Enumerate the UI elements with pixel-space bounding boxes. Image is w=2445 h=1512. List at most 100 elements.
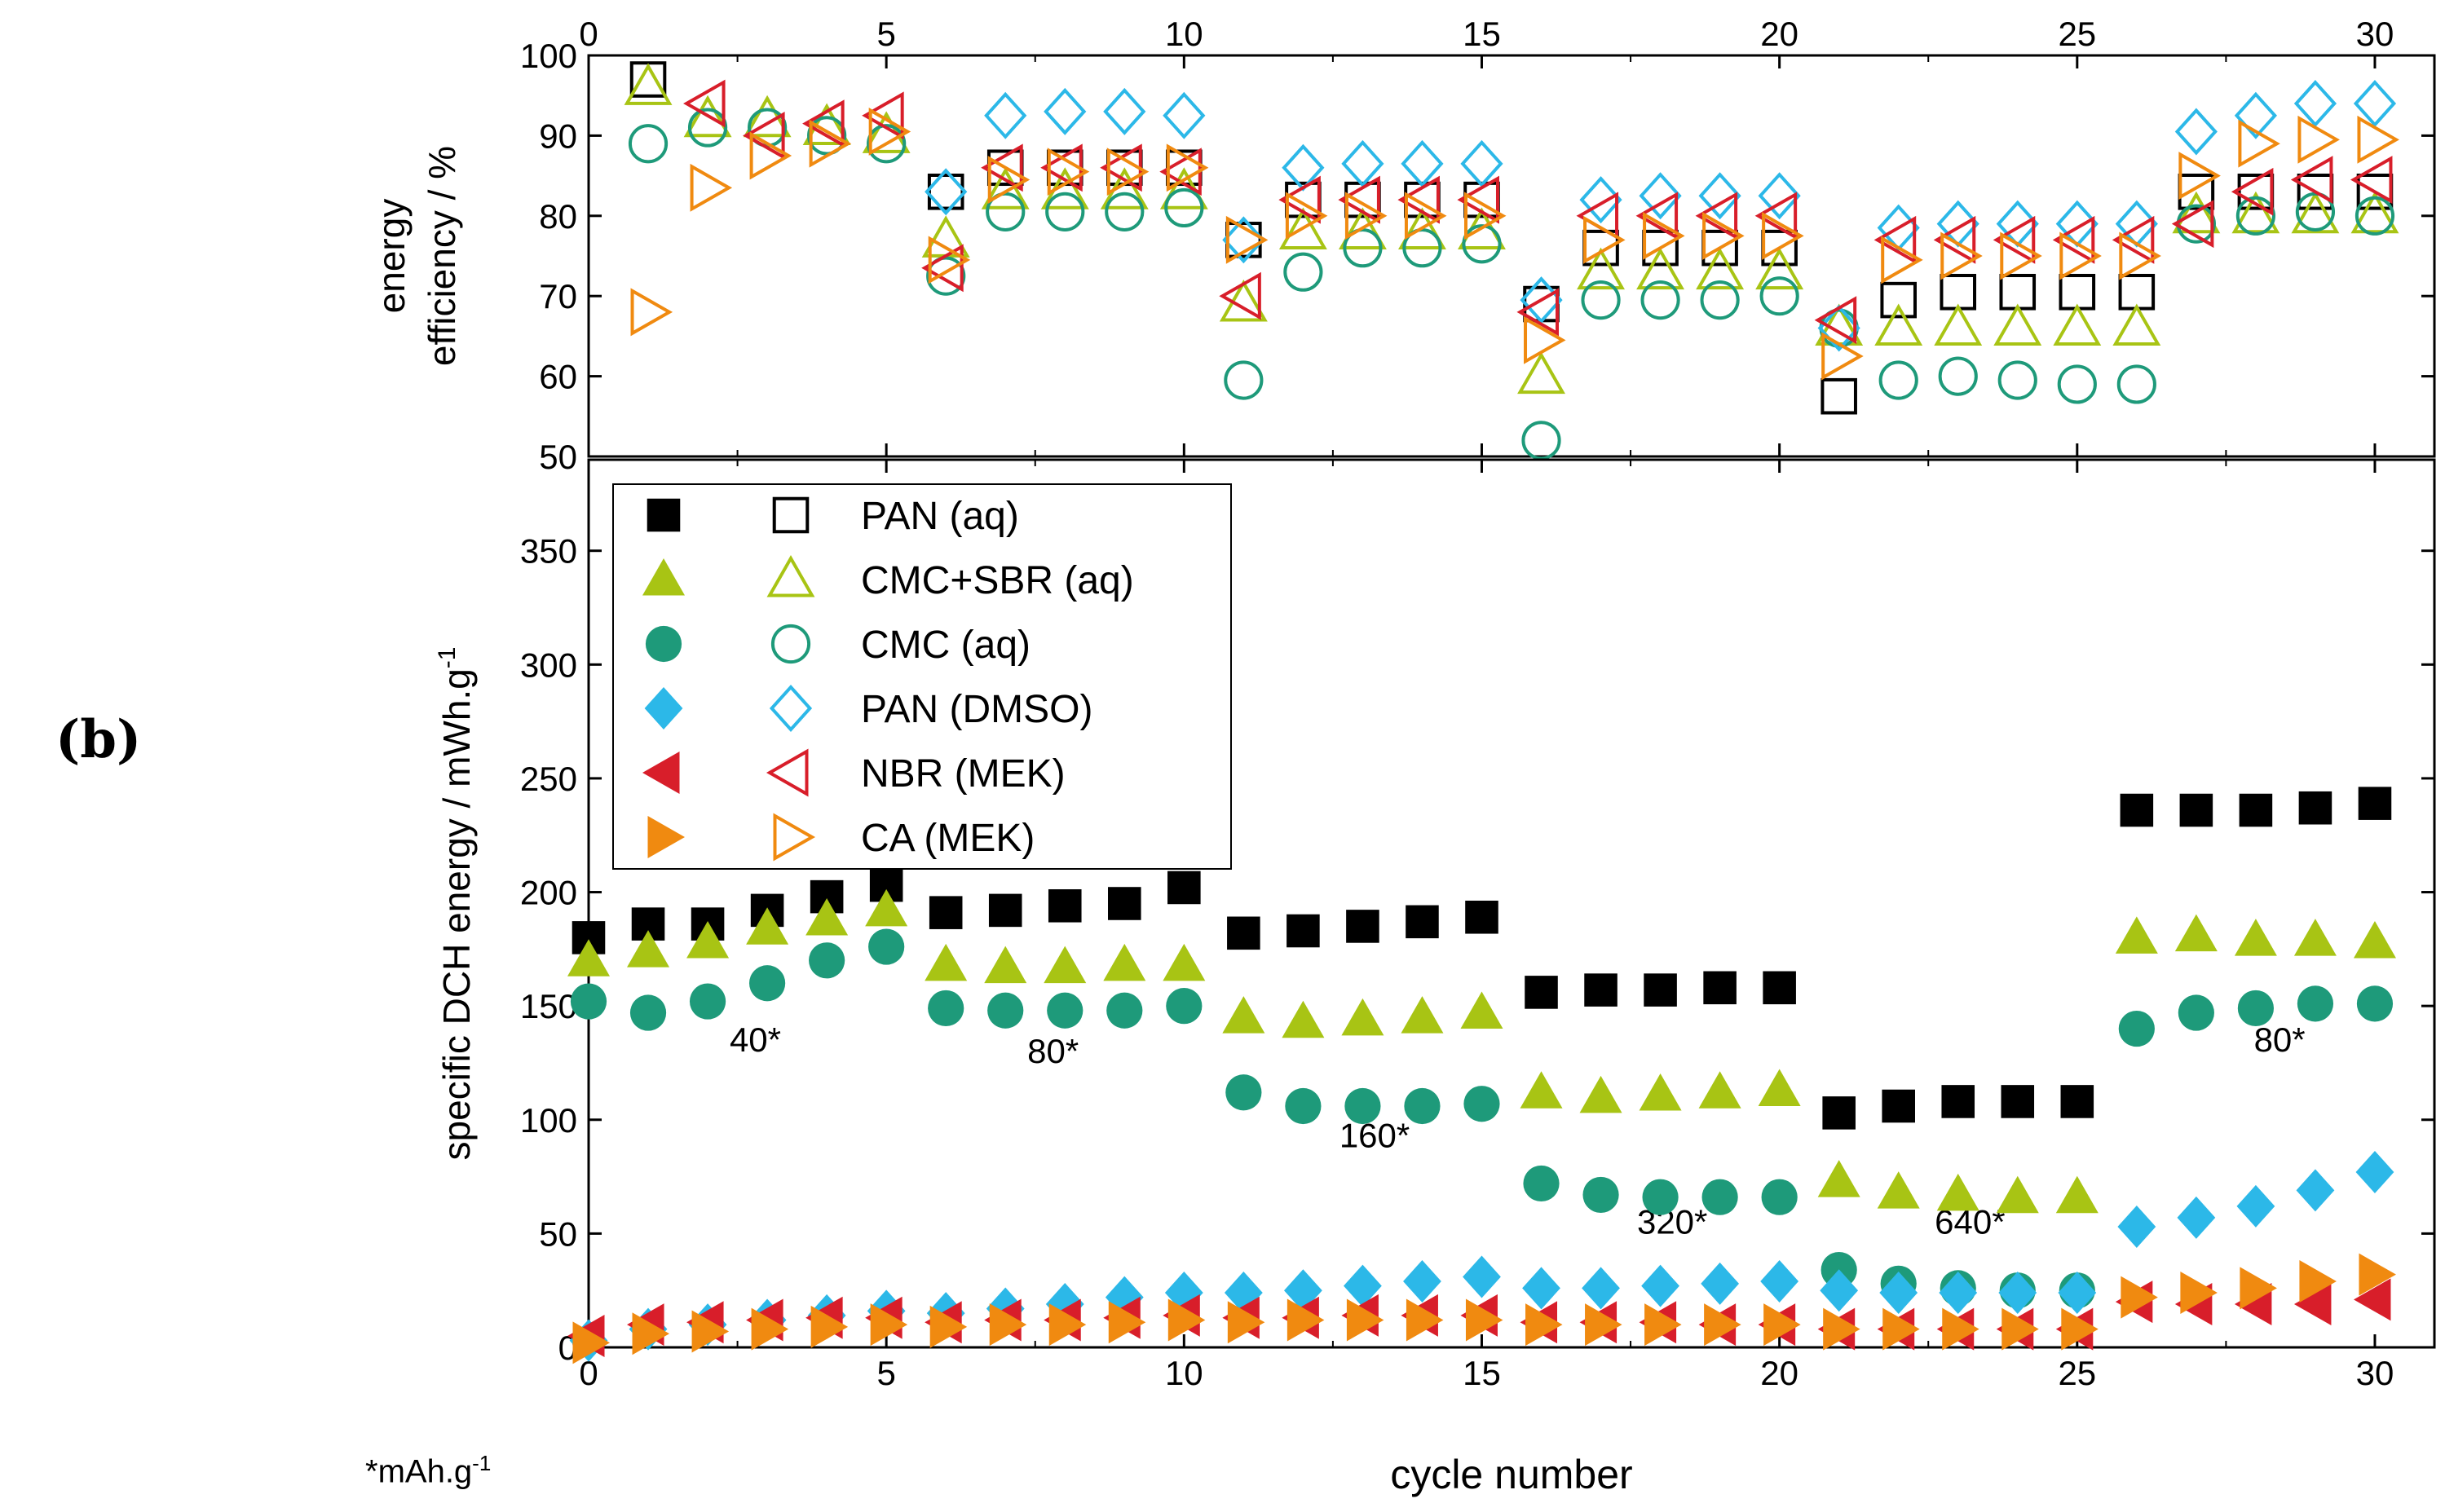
legend-marker-filled — [642, 752, 680, 794]
top-series-cmc-aq — [628, 108, 2395, 461]
footnote: *mAh.g-1 — [365, 1451, 491, 1490]
top-point-ca-mek — [2297, 115, 2340, 164]
top-point-ca-mek — [2000, 231, 2042, 280]
top-point-ca-mek — [2059, 231, 2102, 280]
bottom-point-ca-mek — [1882, 1307, 1920, 1351]
top-point-cmc-sbr-aq — [683, 95, 732, 138]
bottom-point-cmc-aq — [1761, 1179, 1798, 1215]
top-point-nbr-mek — [1993, 215, 2036, 264]
top-point-pan-aq — [629, 61, 667, 98]
bottom-point-pan-aq — [1048, 889, 1082, 923]
bottom-point-cmc-sbr-aq — [1758, 1069, 1801, 1106]
bottom-point-cmc-aq — [570, 983, 607, 1020]
bottom-point-pan-dmso — [1939, 1271, 1978, 1314]
top-series-nbr-mek — [683, 79, 2393, 345]
top-point-pan-dmso — [1698, 172, 1741, 220]
top-point-nbr-mek — [1457, 175, 1499, 224]
bottom-point-pan-dmso — [1641, 1264, 1679, 1307]
bottom-x-tick-label: 10 — [1165, 1354, 1203, 1392]
bottom-point-ca-mek — [632, 1312, 670, 1356]
bottom-point-ca-mek — [1823, 1307, 1860, 1351]
top-point-nbr-mek — [2290, 156, 2333, 204]
bottom-point-cmc-aq — [2297, 985, 2334, 1022]
top-point-ca-mek — [809, 119, 852, 168]
top-point-cmc-sbr-aq — [624, 63, 673, 105]
bottom-point-pan-aq — [1227, 916, 1260, 950]
bottom-point-pan-aq — [1465, 900, 1498, 934]
top-point-nbr-mek — [2231, 167, 2274, 216]
bottom-point-ca-mek — [2121, 1276, 2158, 1319]
bottom-x-tick-label: 0 — [579, 1354, 598, 1392]
top-point-cmc-aq — [1759, 276, 1799, 316]
bottom-series-cmc-sbr-aq — [567, 888, 2396, 1214]
top-point-ca-mek — [630, 288, 673, 337]
bottom-y-tick-label: 100 — [520, 1101, 577, 1140]
bottom-point-cmc-sbr-aq — [2293, 919, 2337, 956]
bottom-point-pan-dmso — [2296, 1169, 2335, 1212]
top-series-pan-dmso — [925, 80, 2397, 352]
bottom-point-ca-mek — [1585, 1303, 1622, 1347]
bottom-series-ca-mek — [572, 1253, 2396, 1364]
top-axes-frame — [587, 54, 2436, 458]
top-point-pan-dmso — [1460, 139, 1503, 187]
legend-entry-ca-mek: CA (MEK) — [647, 813, 1035, 862]
top-point-ca-mek — [1821, 332, 1864, 381]
bottom-point-cmc-sbr-aq — [1817, 1160, 1860, 1197]
top-point-nbr-mek — [1933, 215, 1976, 264]
bottom-point-pan-aq — [1882, 1089, 1915, 1123]
bottom-point-cmc-aq — [2118, 1010, 2155, 1047]
top-point-cmc-sbr-aq — [1934, 303, 1983, 346]
top-point-cmc-sbr-aq — [1517, 351, 1565, 395]
top-point-nbr-mek — [2171, 200, 2214, 249]
top-point-ca-mek — [1702, 211, 1745, 260]
legend-marker-open — [770, 624, 811, 664]
top-point-cmc-sbr-aq — [1696, 247, 1745, 290]
bottom-point-ca-mek — [2180, 1271, 2218, 1314]
bottom-point-cmc-aq — [1701, 1179, 1738, 1215]
top-point-pan-dmso — [2055, 200, 2099, 248]
bottom-point-cmc-aq — [987, 992, 1024, 1029]
top-point-nbr-mek — [1814, 296, 1857, 345]
bottom-point-pan-dmso — [1344, 1264, 1382, 1307]
top-point-nbr-mek — [862, 91, 904, 140]
bottom-point-ca-mek — [2061, 1307, 2099, 1351]
top-point-ca-mek — [1583, 215, 1626, 264]
bottom-point-ca-mek — [751, 1307, 789, 1351]
top-point-ca-mek — [749, 131, 792, 180]
top-point-cmc-aq — [1700, 280, 1740, 320]
top-point-cmc-aq — [1224, 360, 1264, 400]
bottom-point-ca-mek — [1644, 1303, 1682, 1347]
bottom-point-cmc-aq — [1404, 1087, 1441, 1125]
top-point-nbr-mek — [1873, 215, 1917, 264]
top-point-pan-dmso — [1936, 200, 1979, 248]
bottom-y-tick-label: 150 — [520, 987, 577, 1025]
top-point-cmc-aq — [1402, 228, 1442, 268]
top-point-ca-mek — [928, 236, 971, 284]
bottom-point-cmc-aq — [1523, 1165, 1560, 1202]
bottom-point-cmc-sbr-aq — [2174, 914, 2218, 952]
bottom-point-cmc-sbr-aq — [1044, 946, 1087, 984]
top-point-cmc-aq — [2235, 196, 2276, 236]
bottom-point-pan-aq — [1703, 971, 1737, 1005]
top-point-cmc-sbr-aq — [2291, 191, 2340, 234]
footnote-text: *mAh.g — [365, 1453, 473, 1490]
bottom-point-pan-aq — [1167, 871, 1201, 905]
top-point-cmc-aq — [2116, 364, 2156, 404]
bottom-point-pan-dmso — [2058, 1271, 2097, 1314]
bottom-point-pan-dmso — [1701, 1262, 1740, 1305]
top-y-tick-label: 100 — [520, 37, 577, 75]
top-point-ca-mek — [1344, 192, 1388, 240]
bottom-point-pan-aq — [1108, 887, 1141, 920]
legend-marker-filled — [645, 625, 682, 663]
bottom-point-pan-aq — [2120, 793, 2154, 827]
top-point-cmc-sbr-aq — [1398, 207, 1446, 249]
top-y-tick-label: 50 — [539, 438, 577, 476]
bottom-point-ca-mek — [989, 1303, 1027, 1347]
top-point-cmc-aq — [1164, 187, 1204, 228]
bottom-point-pan-aq — [1346, 910, 1379, 943]
legend-entry-nbr-mek: NBR (MEK) — [642, 748, 1066, 797]
bottom-point-cmc-aq — [1642, 1179, 1679, 1215]
bottom-point-pan-dmso — [1463, 1255, 1501, 1298]
top-point-ca-mek — [1881, 236, 1923, 284]
top-point-cmc-aq — [1343, 228, 1383, 268]
